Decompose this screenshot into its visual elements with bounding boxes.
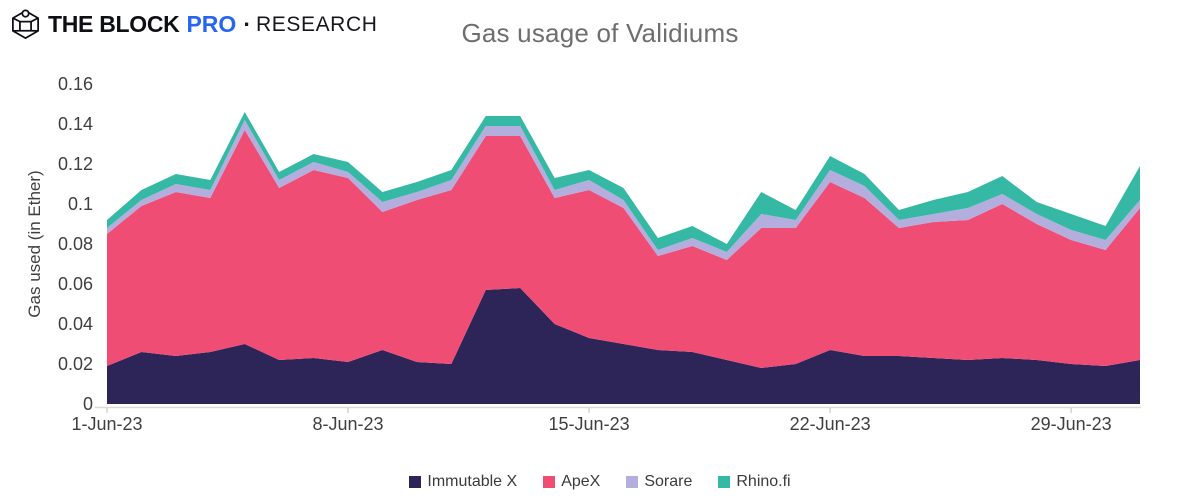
y-tick-label: 0.04 (58, 314, 93, 334)
legend-label-apex: ApeX (561, 473, 601, 490)
y-axis-title: Gas used (in Ether) (25, 170, 44, 317)
legend-swatch-rhino-fi (718, 476, 731, 488)
y-tick-label: 0.16 (58, 74, 93, 94)
legend-item-rhino-fi: Rhino.fi (718, 473, 791, 491)
chart-title: Gas usage of Validiums (461, 18, 739, 48)
legend-label-immutable-x: Immutable X (427, 473, 518, 490)
x-tick-label: 22-Jun-23 (790, 414, 871, 434)
area-immutable-x (107, 288, 1140, 404)
legend-swatch-apex (543, 476, 556, 488)
area-apex (107, 130, 1140, 368)
legend-swatch-sorare (626, 476, 639, 488)
logo-separator-dot: · (243, 11, 251, 37)
legend-item-apex: ApeX (543, 473, 600, 491)
y-tick-label: 0.02 (58, 354, 93, 374)
legend-item-sorare: Sorare (626, 473, 692, 491)
logo-text-research: RESEARCH (255, 12, 378, 36)
legend-label-sorare: Sorare (644, 473, 693, 490)
y-tick-label: 0.14 (58, 114, 93, 134)
y-tick-label: 0 (83, 394, 93, 414)
chart-legend: Immutable X ApeX Sorare Rhino.fi (0, 473, 1200, 491)
x-tick-label: 29-Jun-23 (1031, 414, 1112, 434)
y-tick-label: 0.08 (58, 234, 93, 254)
legend-swatch-immutable-x (409, 476, 422, 488)
logo-text-pro: PRO (186, 11, 237, 37)
y-tick-label: 0.12 (58, 154, 93, 174)
x-tick-label: 15-Jun-23 (549, 414, 630, 434)
legend-item-immutable-x: Immutable X (409, 473, 517, 491)
y-tick-label: 0.1 (68, 194, 93, 214)
legend-label-rhino-fi: Rhino.fi (736, 473, 791, 490)
x-tick-label: 1-Jun-23 (71, 414, 142, 434)
the-block-logo: THE BLOCK PRO · RESEARCH (10, 9, 377, 40)
the-block-logo-icon (12, 9, 39, 40)
x-tick-label: 8-Jun-23 (313, 414, 384, 434)
logo-text-the-block: THE BLOCK (48, 11, 180, 37)
y-tick-label: 0.06 (58, 274, 93, 294)
